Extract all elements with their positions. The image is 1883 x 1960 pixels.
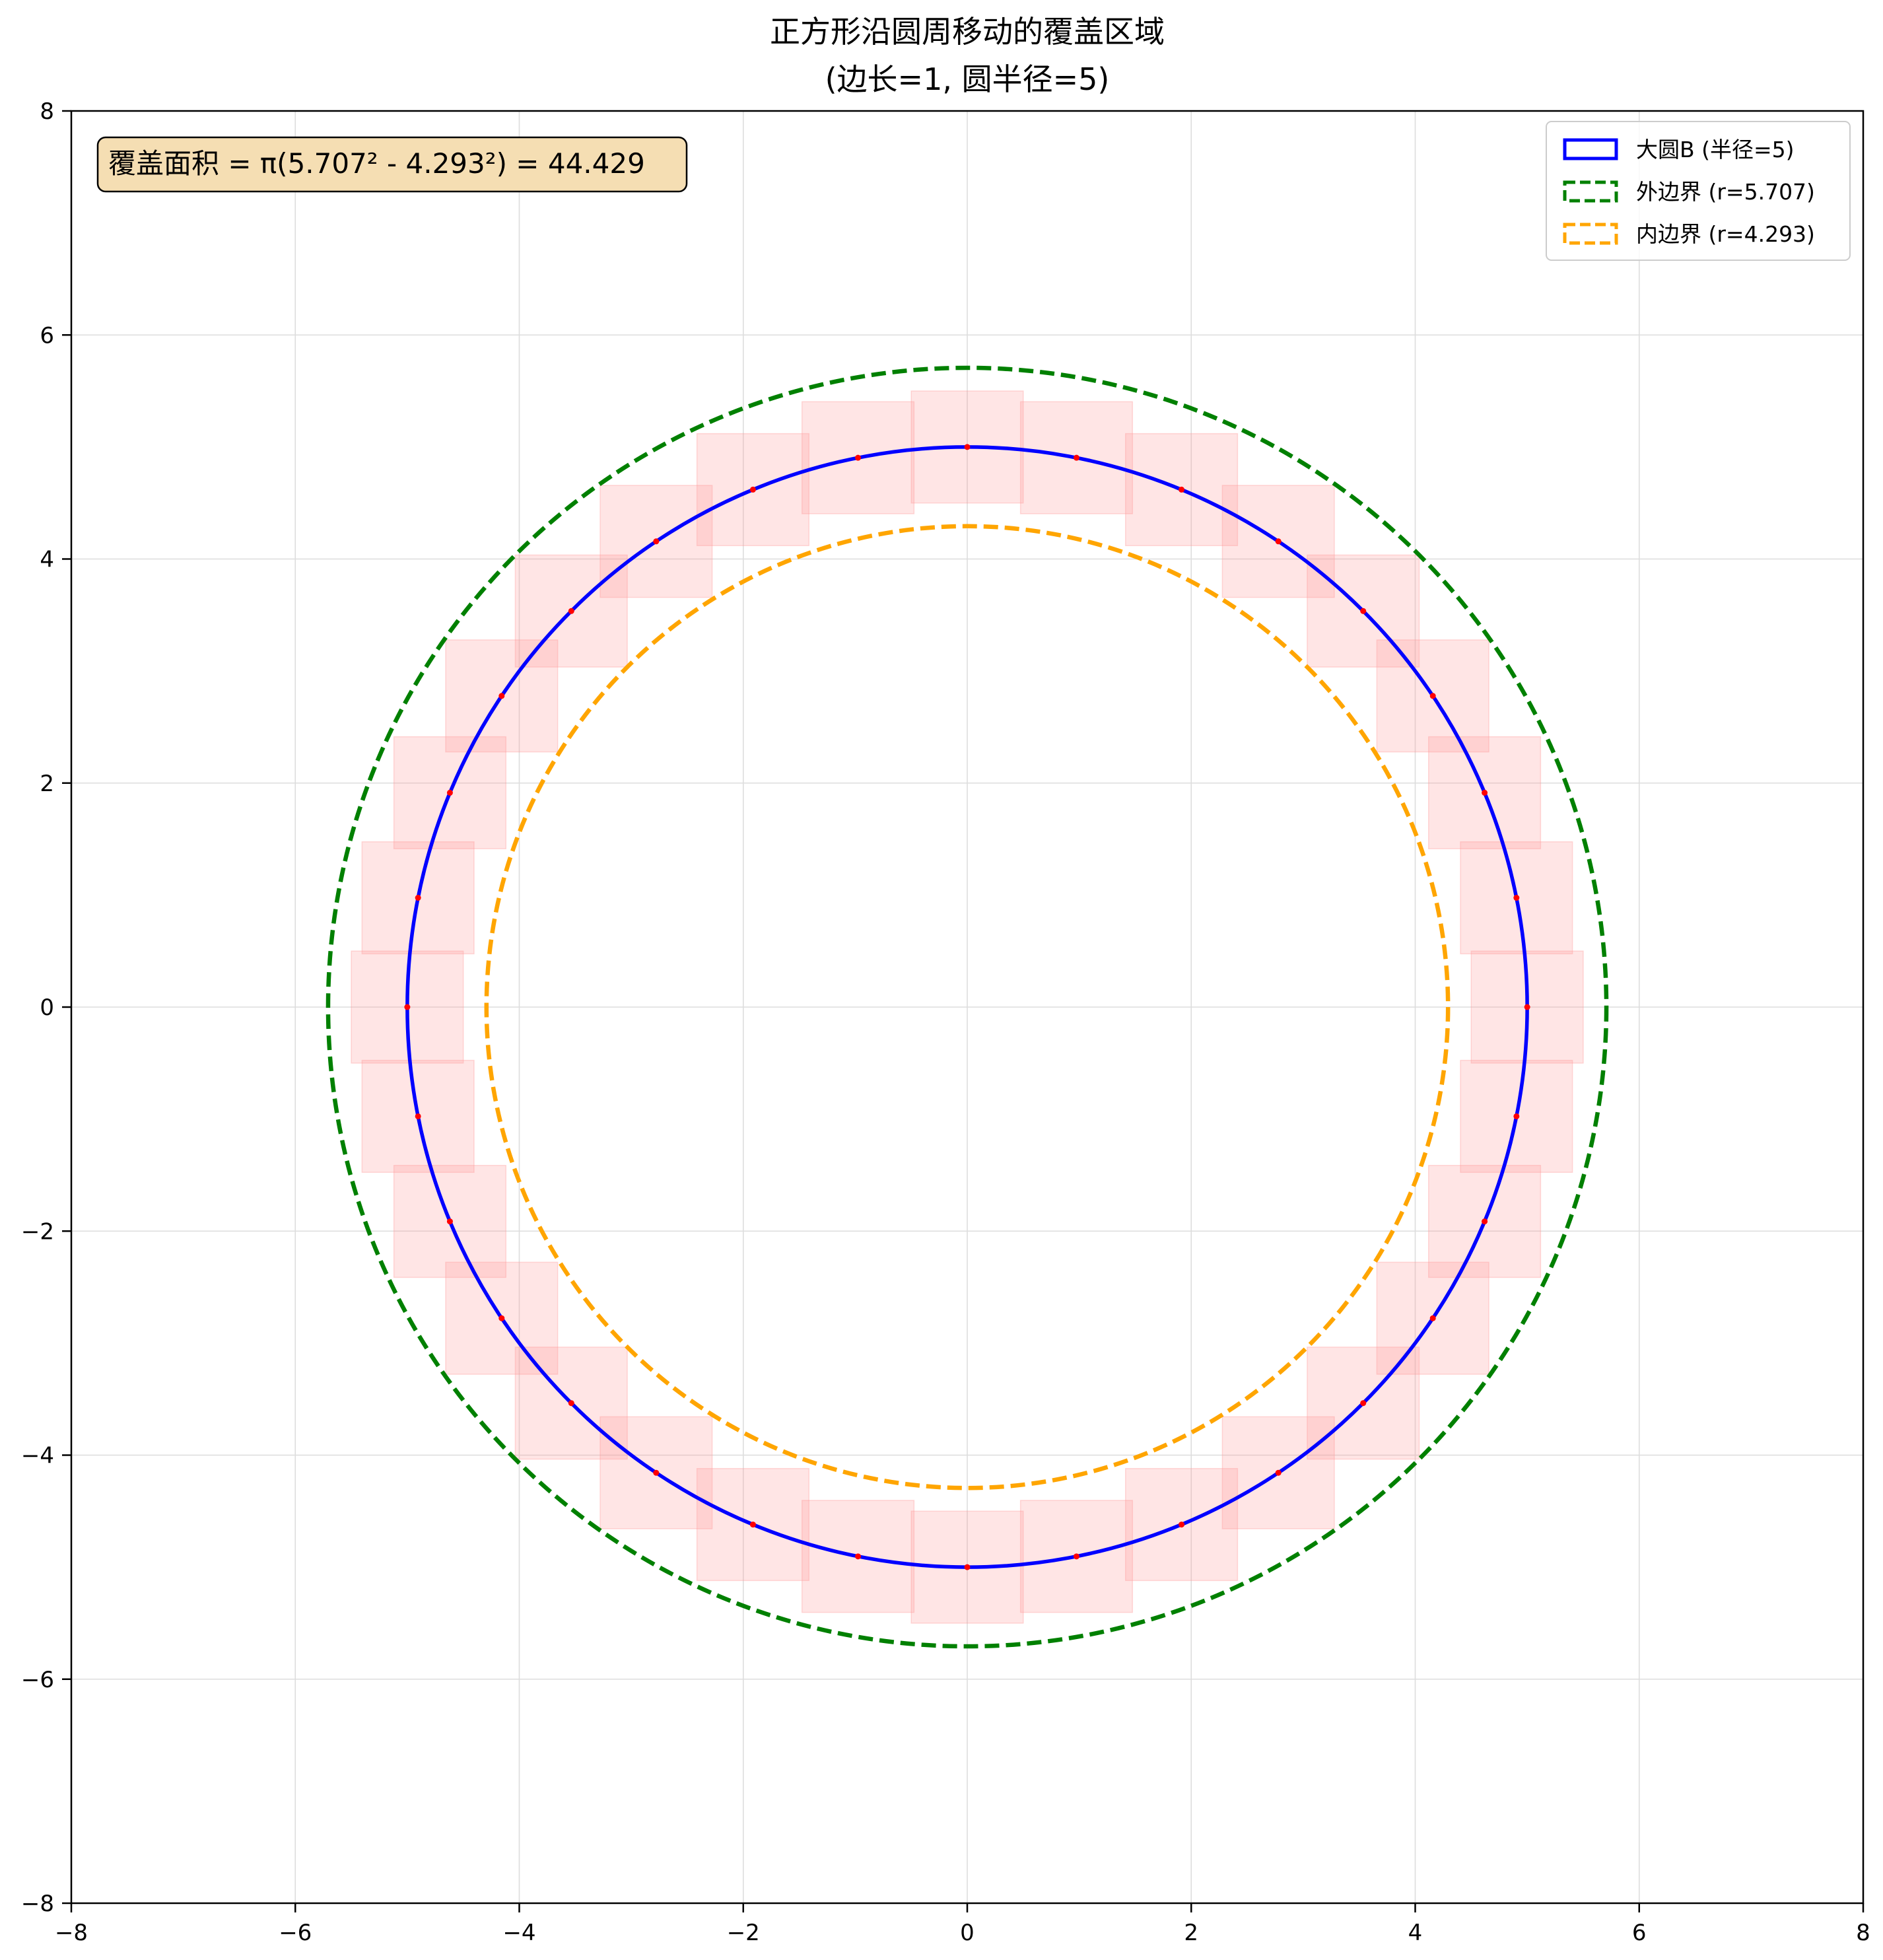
area-annotation: 覆盖面积 = π(5.707² - 4.293²) = 44.429 — [96, 136, 688, 193]
square-center-29 — [1429, 1315, 1436, 1321]
y-tick-label-4: 0 — [40, 995, 54, 1021]
y-tick-label-2: −4 — [21, 1443, 54, 1469]
y-tick-label-0: −8 — [21, 1891, 54, 1917]
square-center-13 — [498, 693, 505, 699]
square-center-24 — [964, 1564, 971, 1570]
y-tick-label-8: 8 — [40, 98, 54, 125]
legend-entries: 大圆B (半径=5) 外边界 (r=5.707) 内边界 (r=4.293) — [1563, 137, 1815, 247]
square-22 — [696, 1468, 809, 1582]
square-center-9 — [855, 454, 862, 461]
square-center-26 — [1179, 1522, 1185, 1528]
square-center-18 — [446, 1218, 453, 1225]
y-tick-label-7: 6 — [40, 322, 54, 349]
legend-box — [1546, 121, 1851, 261]
circle-series-1 — [325, 365, 1609, 1649]
square-center-2 — [1482, 789, 1488, 796]
square-center-30 — [1482, 1218, 1488, 1225]
square-center-11 — [653, 538, 660, 545]
annotation-text: 覆盖面积 = π(5.707² - 4.293²) = 44.429 — [108, 147, 645, 180]
square-center-27 — [1275, 1469, 1282, 1476]
square-center-10 — [749, 486, 756, 493]
square-center-28 — [1360, 1400, 1367, 1407]
square-center-25 — [1073, 1553, 1079, 1560]
square-center-markers — [404, 444, 1530, 1570]
legend-label-1: 外边界 (r=5.707) — [1636, 179, 1815, 205]
y-tick-label-3: −2 — [21, 1218, 54, 1245]
square-center-14 — [446, 789, 453, 796]
square-center-23 — [855, 1553, 862, 1560]
circle-series-2 — [484, 524, 1451, 1490]
x-tick-label-8: 8 — [1856, 1920, 1870, 1946]
x-tick-label-6: 4 — [1408, 1920, 1423, 1946]
square-center-17 — [415, 1113, 421, 1119]
legend-label-2: 内边界 (r=4.293) — [1636, 221, 1815, 247]
x-tick-label-1: −6 — [279, 1920, 312, 1946]
x-tick-label-7: 6 — [1632, 1920, 1647, 1946]
legend-swatch-0 — [1563, 138, 1618, 160]
square-center-0 — [1524, 1004, 1530, 1010]
square-center-21 — [653, 1469, 660, 1476]
square-center-8 — [964, 444, 971, 450]
x-tick-label-4: 0 — [960, 1920, 975, 1946]
square-center-1 — [1513, 895, 1520, 901]
square-26 — [1125, 1468, 1239, 1582]
chart-title: 正方形沿圆周移动的覆盖区域 — [770, 14, 1165, 50]
square-center-16 — [404, 1004, 411, 1010]
x-tick-label-0: −8 — [55, 1920, 88, 1946]
square-center-7 — [1073, 454, 1079, 461]
square-center-19 — [498, 1315, 505, 1321]
axis-ticks: −8 −6 −4 −2 0 2 4 6 8 −8 −6 −4 −2 0 2 4 6 8 — [21, 98, 1870, 1946]
x-tick-label-2: −4 — [502, 1920, 535, 1946]
legend-swatch-2 — [1563, 223, 1618, 245]
y-tick-label-1: −6 — [21, 1667, 54, 1693]
square-center-12 — [568, 608, 574, 614]
square-center-3 — [1429, 693, 1436, 699]
square-center-31 — [1513, 1113, 1520, 1119]
square-center-15 — [415, 895, 421, 901]
square-center-6 — [1179, 486, 1185, 493]
y-tick-label-6: 4 — [40, 547, 54, 573]
legend-swatch-1 — [1563, 180, 1618, 203]
square-center-20 — [568, 1400, 574, 1407]
y-tick-label-5: 2 — [40, 771, 54, 797]
x-tick-label-3: −2 — [727, 1920, 760, 1946]
legend-label-0: 大圆B (半径=5) — [1636, 137, 1795, 162]
chart-subtitle: (边长=1, 圆半径=5) — [825, 61, 1110, 97]
legend: 大圆B (半径=5) 外边界 (r=5.707) 内边界 (r=4.293) — [1546, 121, 1851, 261]
square-center-4 — [1360, 608, 1367, 614]
square-5 — [1221, 485, 1335, 598]
annotation-box — [96, 136, 688, 193]
square-center-5 — [1275, 538, 1282, 545]
square-10 — [696, 433, 809, 546]
square-center-22 — [749, 1522, 756, 1528]
x-tick-label-5: 2 — [1184, 1920, 1198, 1946]
